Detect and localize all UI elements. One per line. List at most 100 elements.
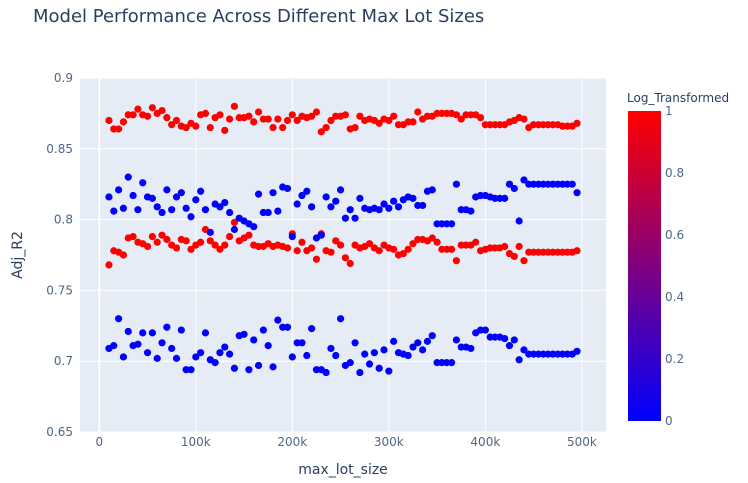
- data-point: [327, 203, 335, 211]
- data-point: [134, 105, 142, 113]
- x-tick-labels: 0 100k 200k 300k 400k 500k: [95, 435, 596, 449]
- data-point: [245, 112, 253, 120]
- data-point: [390, 197, 398, 205]
- data-point: [105, 193, 113, 201]
- data-point: [225, 208, 234, 217]
- data-point: [317, 128, 325, 136]
- data-point: [303, 187, 311, 195]
- data-point: [515, 242, 523, 251]
- data-point: [134, 206, 142, 214]
- colorbar-tick-label: 0: [665, 414, 673, 428]
- data-point: [129, 191, 137, 200]
- data-point: [187, 245, 195, 253]
- data-point: [375, 119, 383, 127]
- data-point: [380, 346, 388, 354]
- colorbar-tick-label: 0.2: [665, 352, 684, 366]
- data-point: [428, 332, 436, 340]
- data-point: [259, 326, 267, 334]
- data-point: [341, 254, 350, 262]
- data-point: [312, 255, 321, 263]
- data-point: [264, 342, 272, 350]
- data-point: [163, 186, 171, 194]
- chart-title: Model Performance Across Different Max L…: [33, 6, 484, 27]
- colorbar-tick-label: 0.8: [665, 166, 684, 180]
- data-point: [211, 241, 219, 249]
- data-point: [414, 339, 422, 347]
- data-point: [467, 344, 475, 353]
- data-point: [216, 111, 224, 119]
- data-point: [274, 207, 282, 215]
- data-point: [163, 323, 171, 331]
- data-point: [452, 257, 461, 265]
- data-point: [361, 350, 369, 358]
- data-point: [172, 193, 181, 201]
- data-point: [308, 112, 316, 120]
- data-point: [119, 118, 128, 126]
- data-point: [501, 242, 509, 251]
- data-point: [399, 249, 407, 258]
- data-point: [158, 208, 166, 217]
- data-point: [409, 240, 417, 248]
- data-point: [520, 257, 528, 265]
- data-point: [129, 111, 137, 119]
- data-point: [510, 252, 518, 261]
- x-tick-label: 500k: [567, 435, 597, 449]
- data-point: [158, 106, 166, 115]
- data-point: [452, 336, 461, 344]
- data-point: [216, 349, 224, 357]
- data-point: [341, 214, 350, 222]
- data-point: [385, 116, 393, 125]
- data-point: [433, 238, 441, 246]
- data-point: [505, 342, 514, 350]
- data-point: [298, 191, 306, 200]
- data-point: [240, 330, 248, 338]
- data-point: [385, 204, 393, 212]
- data-point: [163, 235, 171, 244]
- data-point: [158, 231, 166, 239]
- data-point: [447, 359, 456, 367]
- data-point: [573, 247, 581, 255]
- data-point: [472, 238, 480, 246]
- data-point: [501, 194, 509, 202]
- data-point: [447, 220, 456, 228]
- data-point: [221, 241, 229, 249]
- data-point: [317, 231, 325, 239]
- x-tick-label: 400k: [470, 435, 500, 449]
- data-point: [168, 206, 176, 214]
- data-point: [283, 184, 292, 193]
- data-point: [327, 116, 335, 125]
- data-point: [370, 349, 378, 357]
- data-point: [293, 200, 301, 208]
- data-point: [221, 126, 229, 134]
- data-point: [211, 359, 219, 367]
- data-point: [322, 368, 330, 377]
- data-point: [110, 342, 118, 350]
- data-point: [206, 123, 214, 132]
- data-point: [216, 245, 224, 253]
- data-point: [197, 238, 205, 246]
- data-point: [573, 189, 581, 197]
- data-point: [409, 194, 417, 202]
- data-point: [250, 336, 258, 344]
- data-point: [390, 245, 398, 253]
- data-point: [245, 366, 253, 374]
- data-point: [182, 123, 190, 132]
- data-point: [452, 111, 461, 119]
- data-point: [312, 108, 321, 116]
- data-point: [308, 244, 316, 252]
- data-point: [457, 115, 465, 123]
- data-point: [134, 340, 142, 348]
- data-point: [230, 225, 239, 234]
- colorbar-tick-label: 0.6: [665, 228, 684, 242]
- x-tick-label: 300k: [374, 435, 404, 449]
- data-point: [158, 339, 166, 347]
- data-point: [394, 203, 403, 211]
- y-tick-label: 0.65: [46, 425, 73, 439]
- data-point: [390, 112, 398, 120]
- data-point: [110, 207, 118, 215]
- data-point: [390, 337, 398, 345]
- data-point: [115, 315, 123, 323]
- data-point: [283, 116, 292, 125]
- data-point: [404, 245, 412, 253]
- data-point: [322, 123, 330, 132]
